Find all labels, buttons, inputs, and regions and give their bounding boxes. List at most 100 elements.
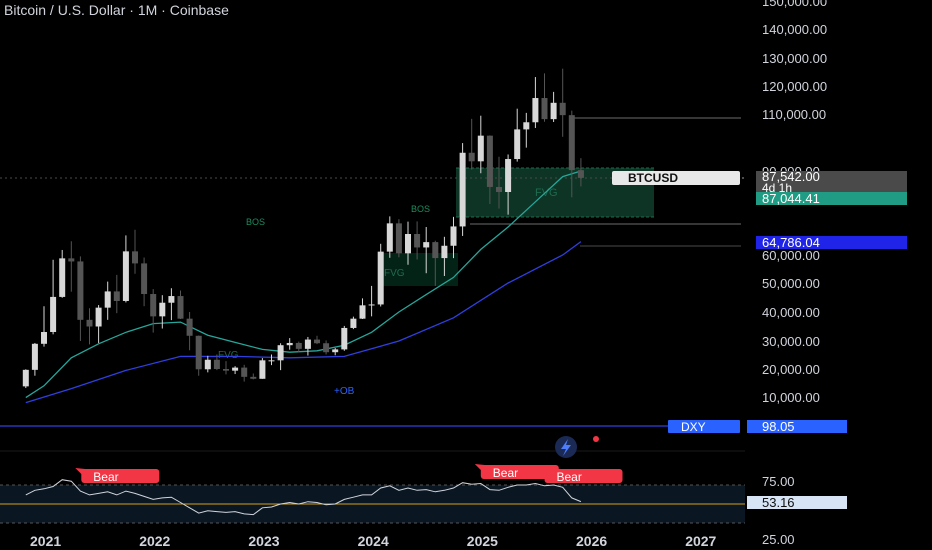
- bear-signal-pointer: [538, 468, 549, 474]
- time-axis-label: 2022: [139, 533, 170, 549]
- ma-slow-line: [25, 241, 582, 404]
- candle-body: [341, 327, 348, 350]
- candle-body: [86, 319, 93, 327]
- candle-body: [559, 102, 566, 116]
- candle-body: [286, 342, 293, 346]
- candle-body: [277, 345, 284, 361]
- candle-body: [568, 115, 575, 171]
- symbol-tag: [612, 171, 740, 185]
- order-block-label: +OB: [334, 386, 355, 397]
- current-price-value: 87,542.00: [762, 169, 820, 184]
- countdown: 4d 1h: [762, 181, 792, 195]
- bear-signal-pointer: [75, 468, 86, 474]
- candle-body: [405, 234, 411, 254]
- candle-body: [514, 129, 521, 160]
- time-axis-label: 2023: [248, 533, 279, 549]
- candle-body: [223, 369, 229, 371]
- candle-body: [95, 307, 102, 327]
- price-tick-label: 40,000.00: [762, 305, 820, 320]
- rsi-current-box: [747, 496, 847, 509]
- rsi-indicator: [25, 479, 582, 516]
- symbol-name: BTCUSD: [628, 171, 678, 185]
- candle-body: [59, 258, 66, 297]
- indicator-icon[interactable]: [555, 436, 599, 458]
- time-axis-label: 2026: [576, 533, 607, 549]
- candle-body: [186, 318, 193, 336]
- candle-body: [295, 342, 302, 349]
- candle-body: [505, 159, 512, 192]
- time-axis-label: 2021: [30, 533, 61, 549]
- price-scale[interactable]: 150,000.00 140,000.00 130,000.00 120,000.00…: [762, 0, 827, 405]
- candle-body: [368, 304, 375, 306]
- line-price-value: 87,044.41: [762, 191, 820, 206]
- candle-body: [459, 152, 466, 227]
- bear-signal-pointer: [474, 464, 485, 470]
- rsi-tick-25: 25.00: [762, 532, 795, 547]
- candle-body: [423, 242, 430, 248]
- candle-body: [268, 360, 275, 362]
- dxy-tag: DXY 98.05: [668, 419, 847, 434]
- price-tick-label: 110,000.00: [762, 107, 826, 122]
- candle-body: [359, 305, 366, 319]
- candle-body: [159, 302, 166, 317]
- dxy-value-box: [747, 420, 847, 433]
- candle-body: [414, 234, 421, 248]
- candle-body: [386, 223, 393, 252]
- candle-body: [150, 294, 157, 317]
- candle-body: [432, 242, 439, 259]
- candle-body: [113, 291, 120, 301]
- candle-body: [232, 367, 239, 371]
- candle-body: [68, 258, 75, 262]
- candle-body: [141, 263, 148, 295]
- bear-signal-label: Bear: [93, 470, 118, 484]
- price-tick-label: 140,000.00: [762, 22, 827, 37]
- candle-body: [523, 122, 530, 130]
- time-axis-label: 2024: [358, 533, 389, 549]
- current-price-box: [756, 171, 907, 193]
- price-tick-label: 30,000.00: [762, 334, 820, 349]
- candle-body: [50, 296, 57, 333]
- candle-body: [496, 186, 502, 192]
- candle-body: [204, 359, 211, 370]
- rsi-line: [25, 479, 582, 516]
- ma-price-tag: 64,786.04: [756, 235, 907, 250]
- price-tick-label: 10,000.00: [762, 390, 820, 405]
- dxy-symbol: DXY: [681, 420, 706, 434]
- time-axis-label: 2025: [467, 533, 498, 549]
- bos-label-left: BOS: [246, 217, 265, 227]
- bear-signal-label: Bear: [493, 466, 518, 480]
- candle-body: [550, 102, 557, 120]
- candle-body: [532, 98, 539, 123]
- candle-body: [477, 135, 484, 162]
- price-tick-label: 60,000.00: [762, 248, 820, 263]
- candle-body: [350, 318, 357, 328]
- dxy-value: 98.05: [762, 419, 795, 434]
- candle-body: [259, 360, 266, 379]
- candle-body: [468, 152, 475, 162]
- candle-body: [41, 332, 47, 344]
- candle-body: [250, 376, 257, 379]
- fvg-label-2025: FVG: [535, 187, 558, 199]
- bear-signal-label: Bear: [557, 470, 582, 484]
- candle-body: [168, 296, 175, 303]
- candle-body: [31, 343, 38, 370]
- candle-body: [541, 98, 548, 120]
- candle-body: [323, 343, 330, 353]
- bear-signal-box: [544, 469, 623, 483]
- line-price-box: [756, 192, 907, 205]
- candle-body: [304, 339, 311, 349]
- candle-body: [77, 261, 84, 320]
- candle-body: [195, 335, 202, 370]
- time-axis[interactable]: 2021 2022 2023 2024 2025 2026 2027: [30, 533, 717, 549]
- fvg-label-2024: FVG: [384, 268, 405, 279]
- ma-price-value: 64,786.04: [762, 235, 820, 250]
- dxy-symbol-box: [668, 420, 740, 433]
- rsi-current-value: 53.16: [762, 495, 795, 510]
- candle-body: [122, 251, 129, 301]
- candle-body: [177, 296, 184, 319]
- candle-body: [450, 226, 457, 246]
- candle-body: [332, 349, 339, 353]
